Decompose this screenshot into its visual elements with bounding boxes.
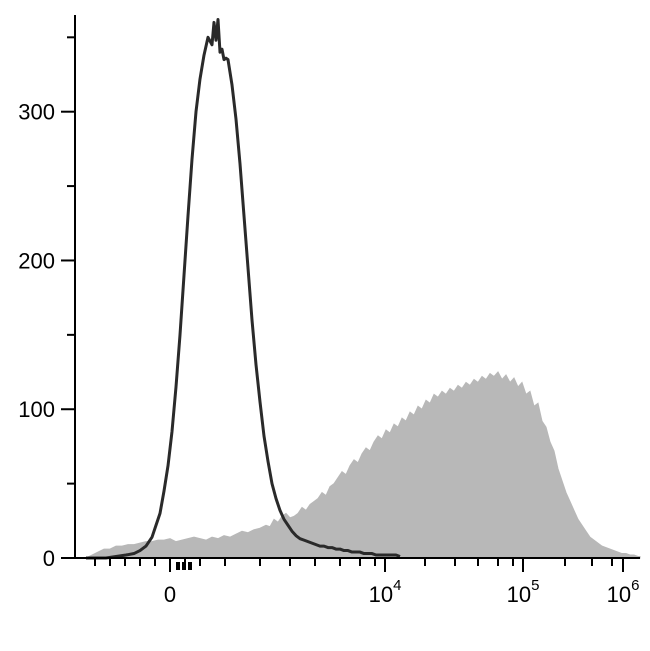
y-tick-label: 200 <box>18 248 55 273</box>
y-tick-label: 0 <box>43 546 55 571</box>
flow-cytometry-histogram: 01002003000104105106 <box>0 0 650 651</box>
x-tick-label: 0 <box>164 582 176 607</box>
y-tick-label: 300 <box>18 100 55 125</box>
y-tick-label: 100 <box>18 397 55 422</box>
